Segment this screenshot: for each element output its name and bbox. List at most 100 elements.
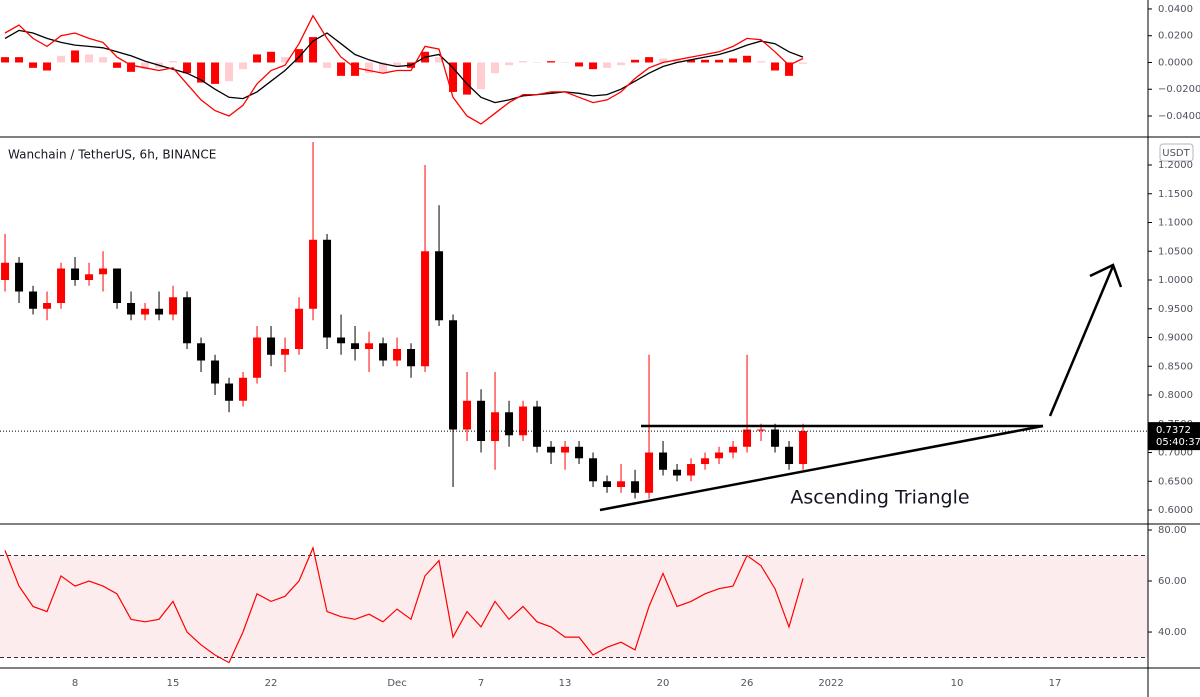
candle-body: [211, 360, 220, 384]
y-tick-label: 0.7000: [1158, 448, 1193, 459]
candle-body: [57, 268, 66, 304]
candle-body: [491, 412, 500, 442]
histogram-bar: [687, 59, 696, 63]
candle-body: [85, 274, 94, 281]
histogram-bar: [505, 62, 514, 66]
candle-body: [365, 343, 374, 350]
candle-body: [659, 452, 668, 470]
y-tick-label: 0.6000: [1158, 505, 1193, 516]
x-tick-label: 20: [657, 678, 670, 689]
candle-body: [379, 343, 388, 361]
y-tick-label: 80.00: [1158, 525, 1187, 536]
candle-body: [43, 303, 52, 309]
y-tick-label: 1.0500: [1158, 246, 1193, 257]
price-tag: [1148, 422, 1200, 451]
x-tick-label: 13: [559, 678, 572, 689]
candle-body: [785, 446, 794, 465]
arrow: [1048, 265, 1115, 417]
last-price: 0.7372: [1156, 425, 1191, 436]
candle-body: [463, 400, 472, 430]
candle-body: [183, 297, 192, 344]
x-tick-label: 8: [72, 678, 78, 689]
candle-body: [29, 291, 38, 309]
candle-body: [295, 308, 304, 350]
histogram-bar: [337, 62, 346, 76]
histogram-bar: [673, 59, 682, 63]
histogram-bar: [113, 62, 122, 68]
histogram-bar: [197, 62, 206, 83]
candle-body: [239, 377, 248, 401]
candle-body: [799, 431, 808, 465]
histogram-bar: [743, 55, 752, 63]
candle-body: [169, 297, 178, 315]
histogram-bar: [351, 62, 360, 76]
histogram-bar: [771, 62, 780, 71]
x-tick-label: 17: [1049, 678, 1062, 689]
histogram-bar: [29, 62, 38, 68]
candle-body: [113, 268, 122, 304]
histogram-bar: [141, 62, 150, 70]
annotation: Ascending Triangle: [790, 487, 969, 509]
histogram-bar: [295, 49, 304, 63]
histogram-bar: [309, 37, 318, 63]
histogram-bar: [645, 57, 654, 63]
candle-body: [393, 349, 402, 361]
histogram-bar: [617, 62, 626, 66]
macd-line: [4, 29, 804, 104]
histogram-bar: [533, 62, 542, 63]
candle-body: [645, 452, 654, 493]
histogram-bar: [15, 57, 24, 63]
candle-body: [323, 239, 332, 338]
y-tick-label: 0.0200: [1158, 31, 1193, 42]
y-tick-label: 40.00: [1158, 627, 1187, 638]
histogram-bar: [575, 62, 584, 67]
candle-body: [309, 239, 318, 309]
candle-body: [141, 308, 150, 315]
histogram-bar: [603, 62, 612, 68]
candle-body: [15, 262, 24, 292]
candle-body: [1, 262, 10, 281]
histogram-bar: [1, 57, 10, 63]
histogram-bar: [239, 62, 248, 70]
x-tick-label: 22: [265, 678, 278, 689]
candle-body: [561, 446, 570, 453]
y-tick-label: 0.0000: [1158, 57, 1193, 68]
candle-body: [771, 429, 780, 447]
candle-body: [253, 337, 262, 378]
histogram-bar: [99, 57, 108, 63]
histogram-bar: [547, 61, 556, 63]
histogram-bar: [477, 62, 486, 90]
candle-body: [505, 412, 514, 436]
drawings: [599, 263, 1123, 512]
candle-body: [701, 458, 710, 465]
histogram-bar: [85, 54, 94, 63]
candle-body: [225, 383, 234, 401]
histogram-bar: [225, 62, 234, 82]
y-tick-label: 0.8500: [1158, 361, 1193, 372]
y-tick-label: 0.0400: [1158, 4, 1193, 15]
candle-body: [99, 268, 108, 275]
histogram-bar: [701, 59, 710, 63]
candle-body: [197, 343, 206, 361]
candle-body: [743, 429, 752, 447]
candle-body: [533, 406, 542, 447]
candle-body: [449, 320, 458, 430]
x-tick-label: 2022: [818, 678, 843, 689]
candle-body: [617, 481, 626, 488]
candle-body: [631, 481, 640, 493]
candle-body: [155, 308, 164, 315]
histogram-bar: [799, 62, 808, 64]
histogram-bar: [785, 62, 794, 76]
candle-body: [603, 481, 612, 488]
histogram-bar: [757, 61, 766, 63]
x-tick-label: 7: [478, 678, 484, 689]
y-tick-label: 0.9000: [1158, 333, 1193, 344]
candle-body: [575, 446, 584, 459]
y-tick-label: 0.6500: [1158, 476, 1193, 487]
histogram-bar: [491, 62, 500, 74]
candle-body: [267, 337, 276, 355]
histogram-bar: [253, 54, 262, 63]
candle-body: [519, 406, 528, 436]
y-tick-label: 1.1500: [1158, 189, 1193, 200]
y-tick-label: −0.0200: [1158, 84, 1200, 95]
